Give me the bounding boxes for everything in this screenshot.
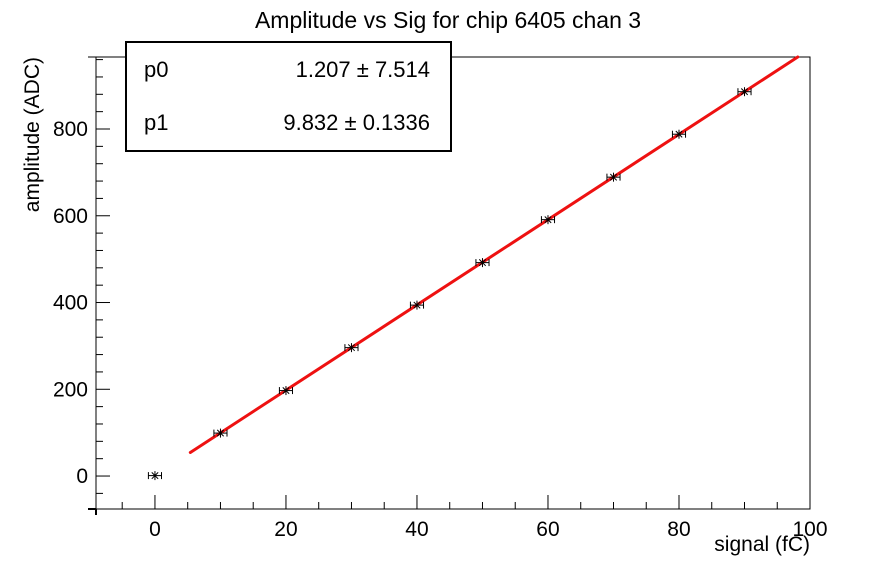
x-tick-label: 80 bbox=[667, 518, 690, 541]
data-point-marker bbox=[475, 258, 490, 268]
x-tick-label: 0 bbox=[149, 518, 161, 541]
x-tick-label: 20 bbox=[274, 518, 297, 541]
data-point-marker bbox=[606, 172, 621, 182]
stats-row-p0: p0 1.207 ± 7.514 bbox=[127, 57, 450, 83]
data-point-marker bbox=[344, 343, 359, 353]
fit-line bbox=[188, 55, 800, 454]
y-tick-label: 0 bbox=[76, 465, 88, 488]
param-name-p0: p0 bbox=[144, 56, 169, 82]
y-tick-label: 200 bbox=[53, 378, 88, 401]
x-tick-label: 100 bbox=[792, 518, 827, 541]
data-point-marker bbox=[147, 471, 163, 481]
y-tick-label: 800 bbox=[53, 118, 88, 141]
stats-row-p1: p1 9.832 ± 0.1336 bbox=[127, 110, 450, 136]
x-axis-title: signal (fC) bbox=[714, 533, 810, 556]
x-tick-labels: 0 20 40 60 80 100 bbox=[149, 518, 827, 541]
param-value-p0: 1.207 ± 7.514 bbox=[295, 56, 430, 82]
x-tick-label: 60 bbox=[536, 518, 559, 541]
data-point-marker bbox=[737, 87, 752, 97]
data-points bbox=[147, 87, 752, 481]
param-value-p1: 9.832 ± 0.1336 bbox=[283, 110, 430, 136]
y-axis-title: amplitude (ADC) bbox=[21, 57, 44, 212]
plot-frame bbox=[95, 56, 811, 510]
data-point-marker bbox=[671, 129, 687, 139]
plot-title: Amplitude vs Sig for chip 6405 chan 3 bbox=[254, 7, 642, 33]
data-point-marker bbox=[409, 300, 425, 310]
y-tick-label: 600 bbox=[53, 205, 88, 228]
y-tick-label: 400 bbox=[53, 292, 88, 315]
data-point-marker bbox=[278, 386, 294, 396]
x-tick-label: 40 bbox=[405, 518, 428, 541]
x-axis-ticks bbox=[121, 495, 811, 509]
y-axis-ticks bbox=[96, 59, 110, 494]
y-tick-labels: 0 200 400 600 800 bbox=[53, 118, 88, 488]
fit-stats-box: p0 1.207 ± 7.514 p1 9.832 ± 0.1336 bbox=[125, 41, 452, 152]
data-point-marker bbox=[540, 215, 556, 225]
data-point-marker bbox=[213, 428, 228, 438]
param-name-p1: p1 bbox=[144, 110, 169, 136]
